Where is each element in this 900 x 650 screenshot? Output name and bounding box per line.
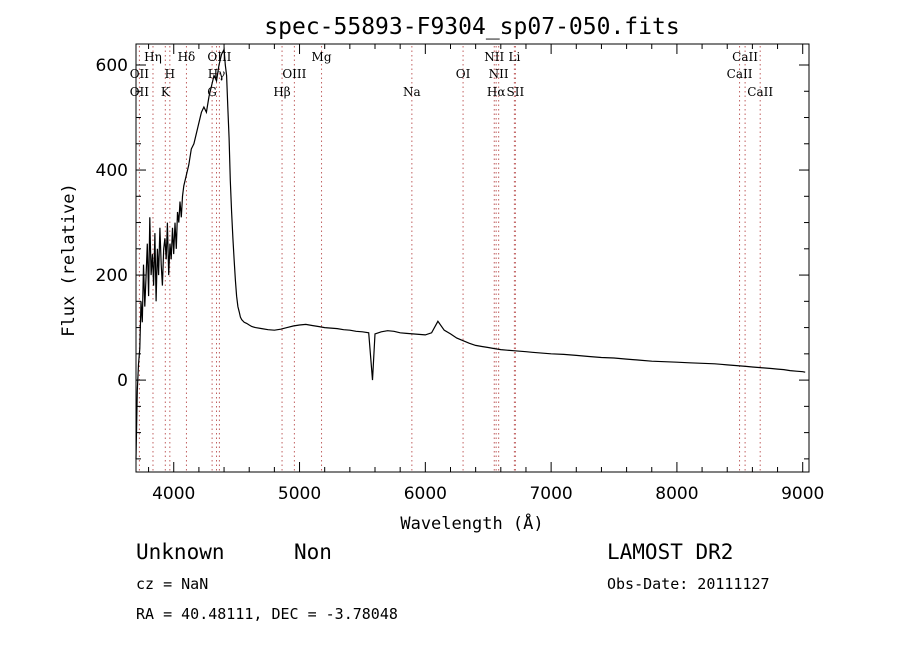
- x-tick-label: 7000: [529, 484, 572, 504]
- y-tick-label: 600: [96, 56, 128, 76]
- y-axis-ticks: 0 200 400 600: [96, 56, 809, 460]
- line-label-8: G: [207, 85, 217, 99]
- line-label-18: SII: [507, 85, 525, 99]
- chart-title: spec-55893-F9304_sp07-050.fits: [264, 14, 679, 40]
- line-label-14: NII: [484, 50, 504, 64]
- x-tick-label: 5000: [278, 484, 321, 504]
- y-axis-label: Flux (relative): [59, 183, 79, 337]
- observation-date: Obs-Date: 20111127: [607, 575, 770, 593]
- x-axis-label: Wavelength (Å): [400, 512, 543, 534]
- line-label-17: Hα: [487, 85, 506, 99]
- x-tick-label: 4000: [152, 484, 195, 504]
- line-label-6: OIII: [207, 50, 231, 64]
- line-label-13: OI: [456, 67, 471, 81]
- x-tick-label: 6000: [404, 484, 447, 504]
- line-label-11: Hβ: [273, 85, 290, 99]
- line-label-16: NII: [489, 67, 509, 81]
- line-label-9: Mg: [312, 50, 332, 64]
- spectrum-line: [135, 47, 806, 459]
- line-label-3: H: [165, 67, 175, 81]
- line-label-10: OIII: [282, 67, 306, 81]
- line-label-5: Hδ: [178, 50, 196, 64]
- redshift-cz: cz = NaN: [136, 575, 208, 593]
- x-axis-ticks: 4000 5000 6000 7000 8000 9000: [148, 44, 824, 504]
- line-label-21: CaII: [747, 85, 773, 99]
- line-label-19: CaII: [732, 50, 758, 64]
- object-class: Unknown: [136, 540, 225, 564]
- sky-coordinates: RA = 40.48111, DEC = -3.78048: [136, 605, 398, 623]
- y-tick-label: 0: [117, 371, 128, 391]
- line-label-2: OII: [130, 85, 150, 99]
- emission-line-markers: [138, 46, 761, 472]
- y-tick-label: 200: [96, 266, 128, 286]
- plot-frame: [135, 43, 810, 473]
- object-subclass: Non: [294, 540, 332, 564]
- emission-line-labels: OII Hη OII HK Hδ OIII Hγ G Mg OIII Hβ Na OI NII Li NII H…: [130, 50, 774, 99]
- line-label-1: Hη: [144, 50, 162, 64]
- x-tick-label: 8000: [655, 484, 698, 504]
- line-label-15: Li: [508, 50, 520, 64]
- x-tick-label: 9000: [781, 484, 824, 504]
- y-tick-label: 400: [96, 161, 128, 181]
- survey-name: LAMOST DR2: [607, 540, 733, 564]
- line-label-12: Na: [403, 85, 421, 99]
- line-label-4: K: [161, 85, 171, 99]
- line-label-20: CaII: [727, 67, 753, 81]
- line-label-7: Hγ: [208, 67, 226, 81]
- line-label-0: OII: [130, 67, 150, 81]
